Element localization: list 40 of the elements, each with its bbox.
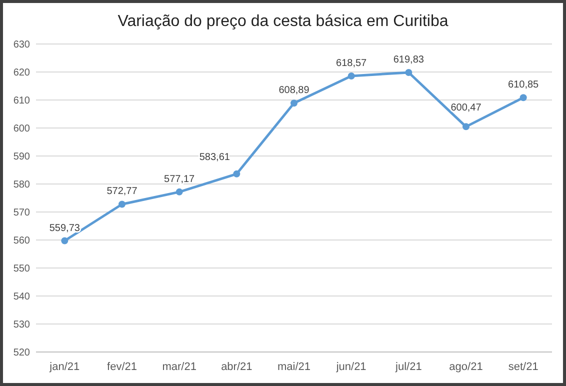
point — [405, 68, 412, 76]
y-tick-label: 530 — [13, 320, 30, 330]
data-label: 600,47 — [450, 102, 482, 114]
y-tick-label: 580 — [13, 180, 30, 190]
y-tick-label: 590 — [13, 152, 30, 162]
data-label: 619,83 — [393, 54, 424, 66]
x-tick-label: mai/21 — [277, 361, 311, 373]
y-tick-label: 520 — [13, 348, 30, 358]
data-label: 618,57 — [336, 58, 368, 70]
x-tick-label: ago/21 — [449, 361, 483, 373]
point — [233, 170, 240, 178]
y-tick-label: 550 — [13, 264, 30, 274]
point — [176, 188, 183, 196]
data-label: 577,17 — [164, 174, 196, 185]
y-tick-label: 560 — [13, 236, 30, 246]
data-label: 608,89 — [278, 85, 310, 96]
point — [348, 72, 355, 80]
y-tick-label: 540 — [13, 292, 30, 302]
y-tick-label: 630 — [13, 40, 30, 50]
y-tick-label: 570 — [13, 208, 30, 218]
data-label: 610,85 — [508, 80, 540, 91]
point — [462, 123, 470, 130]
x-tick-label: jan/21 — [48, 361, 80, 373]
x-tick-label: jul/21 — [394, 361, 422, 373]
point — [520, 94, 527, 102]
x-tick-label: set/21 — [508, 361, 538, 373]
point — [61, 237, 68, 244]
y-tick-label: 620 — [13, 68, 30, 78]
y-tick-label: 600 — [13, 124, 30, 134]
x-tick-label: jun/21 — [335, 361, 366, 373]
data-label: 583,61 — [199, 152, 230, 163]
data-label: 559,73 — [49, 222, 80, 234]
chart-title: Variação do preço da cesta básica em Curitiba — [118, 13, 448, 30]
data-label: 572,77 — [106, 186, 138, 198]
point — [118, 200, 126, 208]
point — [290, 100, 298, 107]
y-tick-label: 610 — [13, 96, 30, 106]
x-tick-label: fev/21 — [107, 361, 137, 373]
x-tick-label: abr/21 — [221, 361, 252, 373]
x-tick-label: mar/21 — [162, 361, 196, 373]
